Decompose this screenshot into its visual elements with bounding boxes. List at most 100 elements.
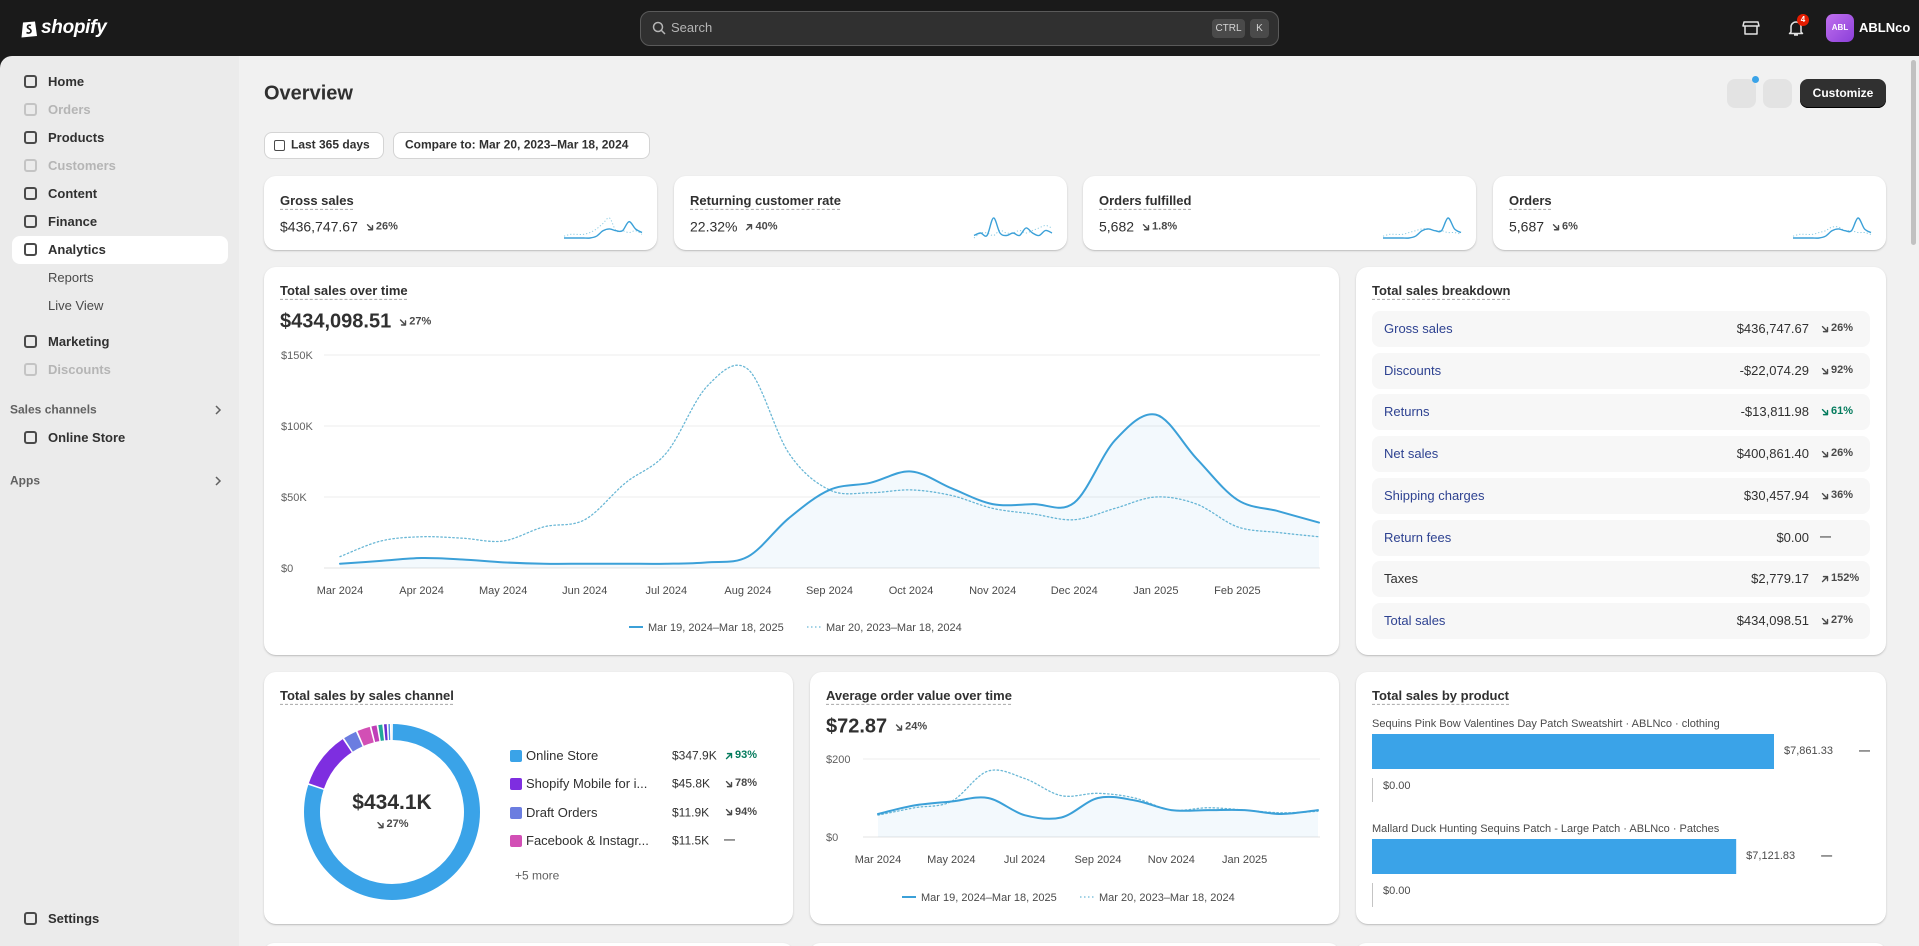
compare-button[interactable] xyxy=(393,132,650,159)
nav-section-title[interactable]: Sales channels xyxy=(10,402,97,417)
next-card xyxy=(1356,943,1886,946)
kpi-label[interactable]: Orders fulfilled xyxy=(1099,192,1192,208)
nav-item[interactable]: Home xyxy=(48,73,85,89)
kpi-label[interactable]: Returning customer rate xyxy=(690,192,841,208)
nav-item[interactable]: Customers xyxy=(48,157,116,173)
chevron[interactable] xyxy=(214,405,222,415)
change-value: — xyxy=(1858,745,1870,758)
product-value: $7,861.33 xyxy=(1784,745,1833,758)
calendar-icon xyxy=(274,140,285,151)
chevron[interactable] xyxy=(214,476,222,486)
nav-item[interactable]: Orders xyxy=(48,101,91,117)
shortcut-key-label: K xyxy=(1256,23,1263,34)
kpi-value-row: $436,747.67 26% xyxy=(280,218,398,236)
breakdown-row[interactable] xyxy=(1372,519,1870,556)
breakdown-change-row: 61% xyxy=(1820,406,1853,420)
product-name[interactable]: Sequins Pink Bow Valentines Day Patch Sw… xyxy=(1372,718,1720,731)
nav-section-title[interactable]: Apps xyxy=(10,473,40,488)
customize-button[interactable]: Customize xyxy=(1800,79,1886,108)
donut-total: $434.1K xyxy=(352,790,432,814)
change-value: 94% xyxy=(735,805,758,818)
next-card xyxy=(810,943,1339,946)
headline-row: $72.87 24% xyxy=(826,715,927,740)
nav-item[interactable]: Products xyxy=(48,129,105,145)
shortcut-key xyxy=(1250,19,1269,38)
channel-name[interactable]: Online Store xyxy=(526,747,599,763)
more-link[interactable]: +5 more xyxy=(515,868,560,883)
channel-name[interactable]: Shopify Mobile for i... xyxy=(526,776,648,792)
product-value-row: $7,121.83 — xyxy=(1746,850,1832,864)
channel-change-row: — xyxy=(724,834,735,848)
kpi-label[interactable]: Gross sales xyxy=(280,192,354,208)
change: 61% xyxy=(1820,406,1853,420)
icon-button[interactable] xyxy=(1727,79,1756,108)
trend-arrow xyxy=(725,752,733,760)
arrow-shape xyxy=(1142,223,1150,231)
breakdown-change-row: 27% xyxy=(1820,614,1853,628)
legend-swatch xyxy=(510,834,522,847)
nav-item[interactable]: Finance xyxy=(48,213,98,229)
nav-icon xyxy=(24,363,37,376)
store-icon[interactable] xyxy=(1742,19,1760,37)
kpi-card[interactable] xyxy=(1493,176,1886,250)
avatar[interactable] xyxy=(1826,14,1854,42)
breakdown-row[interactable] xyxy=(1372,602,1870,639)
breakdown-label[interactable]: Gross sales xyxy=(1384,320,1453,336)
breakdown-value: $0.00 xyxy=(1776,529,1809,545)
change: 92% xyxy=(1820,364,1853,378)
change: 27% xyxy=(398,315,431,329)
kpi-card[interactable] xyxy=(264,176,657,250)
breakdown-label[interactable]: Returns xyxy=(1384,404,1430,420)
arrow-shape xyxy=(1552,223,1560,231)
channel-value: $347.9K xyxy=(672,748,717,763)
arrow-shape xyxy=(377,821,384,829)
nav-item[interactable]: Marketing xyxy=(48,333,110,349)
chevron-shape xyxy=(215,476,222,486)
date-button[interactable] xyxy=(264,132,384,159)
breakdown-row[interactable] xyxy=(1372,311,1870,347)
legend-swatch xyxy=(510,806,522,819)
breakdown-label[interactable]: Net sales xyxy=(1384,445,1439,461)
nav-item[interactable]: Settings xyxy=(48,910,100,926)
nav-icon xyxy=(24,103,37,116)
change-value: 152% xyxy=(1831,572,1860,585)
nav-item[interactable]: Discounts xyxy=(48,361,111,377)
store-name[interactable]: ABLNco xyxy=(1859,19,1911,35)
breakdown-label[interactable]: Shipping charges xyxy=(1384,487,1485,503)
nav-icon xyxy=(24,131,37,144)
change: 94% xyxy=(724,806,757,820)
icon-button[interactable] xyxy=(1763,79,1792,108)
kpi-value: 22.32% xyxy=(690,218,738,235)
nav-item[interactable]: Analytics xyxy=(48,241,106,257)
kpi-card[interactable] xyxy=(1083,176,1476,250)
change: 152% xyxy=(1820,572,1859,586)
channel-change-row: 93% xyxy=(724,749,757,763)
product-name[interactable]: Mallard Duck Hunting Sequins Patch - Lar… xyxy=(1372,823,1720,836)
arrow-shape xyxy=(1821,409,1829,416)
channel-name[interactable]: Draft Orders xyxy=(526,804,598,820)
breakdown-label[interactable]: Total sales xyxy=(1384,612,1446,628)
channel-name[interactable]: Facebook & Instagr... xyxy=(526,832,649,848)
arrow-shape xyxy=(1821,617,1829,625)
arrow-shape xyxy=(725,752,733,760)
change: 78% xyxy=(724,777,757,791)
breakdown-row[interactable] xyxy=(1372,352,1870,389)
breakdown-value: $434,098.51 xyxy=(1736,612,1809,628)
notification-badge xyxy=(1797,14,1809,26)
kpi-card[interactable] xyxy=(674,176,1067,250)
breakdown-label[interactable]: Return fees xyxy=(1384,529,1452,545)
nav-icon xyxy=(24,335,37,348)
nav-item[interactable]: Content xyxy=(48,185,98,201)
breakdown-row[interactable] xyxy=(1372,436,1870,473)
change: 93% xyxy=(724,749,757,763)
nav-subitem[interactable]: Live View xyxy=(48,297,104,313)
breakdown-label[interactable]: Discounts xyxy=(1384,362,1442,378)
nav-item[interactable]: Online Store xyxy=(48,429,126,445)
search-box[interactable] xyxy=(640,11,1279,46)
breakdown-row[interactable] xyxy=(1372,394,1870,431)
breakdown-row[interactable] xyxy=(1372,477,1870,514)
kpi-label[interactable]: Orders xyxy=(1509,192,1552,208)
kpi-value-row: 22.32% 40% xyxy=(690,218,778,236)
nav-subitem[interactable]: Reports xyxy=(48,269,94,285)
logo-icon xyxy=(21,21,37,38)
